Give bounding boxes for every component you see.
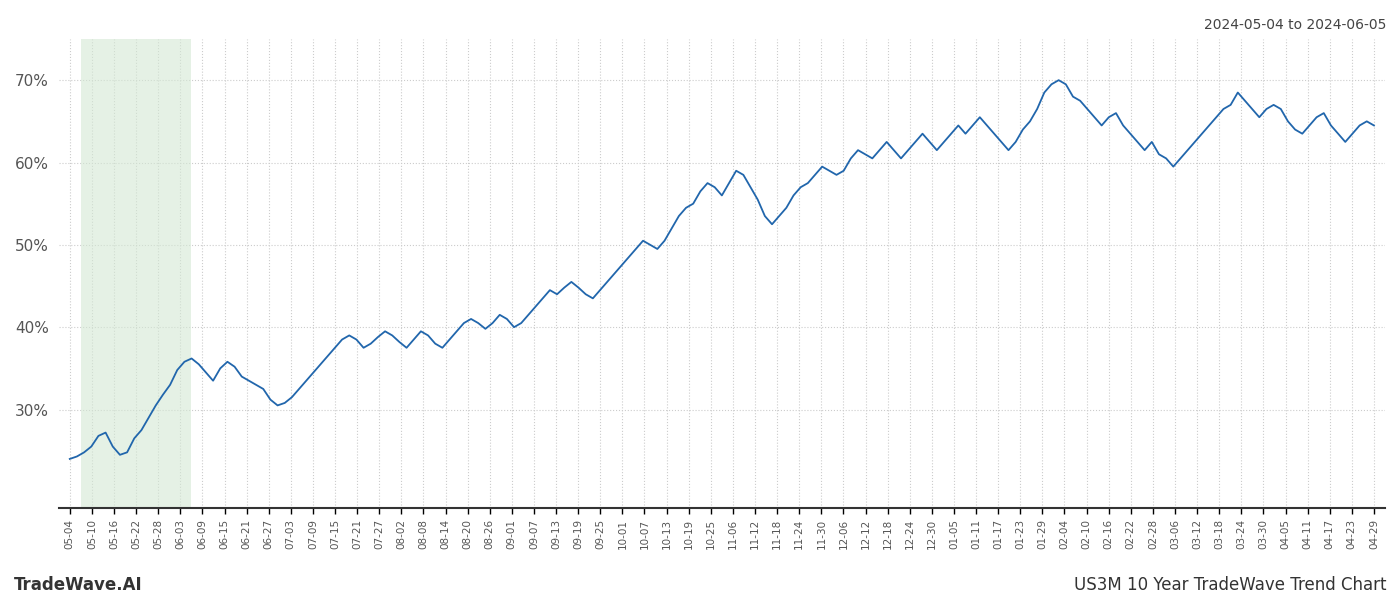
Text: 2024-05-04 to 2024-06-05: 2024-05-04 to 2024-06-05 (1204, 18, 1386, 32)
Bar (81, 39, 192, 508)
Text: US3M 10 Year TradeWave Trend Chart: US3M 10 Year TradeWave Trend Chart (1074, 576, 1386, 594)
Text: TradeWave.AI: TradeWave.AI (14, 576, 143, 594)
